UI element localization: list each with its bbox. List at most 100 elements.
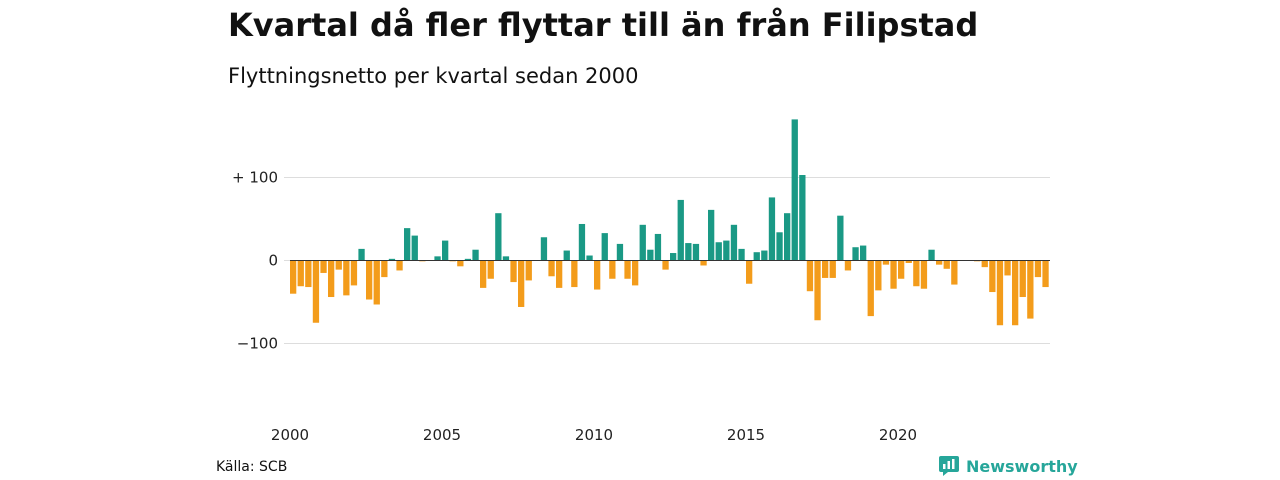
bar [487,260,494,279]
bar [723,240,730,261]
bar [335,260,342,270]
y-axis-ticks: + 100 0 −100 [232,169,278,353]
bar [540,237,548,261]
bar [525,260,532,281]
bar [404,228,411,261]
bar [297,260,304,287]
bar [594,260,601,290]
x-tick-label: 2000 [271,426,309,444]
y-tick-label: −100 [237,335,278,353]
bar [1019,260,1026,298]
bar [700,260,707,266]
bar [305,260,312,288]
bar [890,260,897,289]
brand-logo: Newsworthy [938,455,1078,477]
bar [996,260,1004,326]
bar [464,258,472,261]
bars [290,119,1050,326]
bar [829,260,836,278]
bar [578,223,586,261]
bar [1034,260,1042,278]
bar [746,260,753,284]
bar [381,260,388,278]
bar [366,260,373,300]
bar [373,260,380,305]
bar [799,175,806,261]
bar [312,260,320,323]
bar [1004,260,1011,276]
bar [852,247,859,261]
bar [989,260,996,293]
bar [290,260,297,294]
brand-name: Newsworthy [966,456,1078,476]
bar [1012,260,1019,326]
x-tick-label: 2020 [879,426,917,444]
bar [548,260,555,277]
bar [860,245,867,261]
bar [502,256,510,261]
bar [761,250,768,261]
bar [586,255,593,261]
y-tick-label: 0 [268,252,278,270]
bar [654,233,662,261]
chart-subtitle: Flyttningsnetto per kvartal sedan 2000 [228,64,639,88]
bar [343,260,350,296]
bar [472,249,479,261]
bar [806,260,814,292]
bar [677,199,684,261]
bar [670,253,677,261]
bar [882,260,890,265]
bar [708,209,715,261]
chart-title: Kvartal då fler flyttar till än från Fil… [228,6,979,44]
bar [571,260,578,288]
bar [609,260,616,279]
bar [791,119,798,261]
bar [616,243,624,261]
bar [639,224,646,261]
bar [518,260,525,307]
bar [844,260,852,271]
bar [624,260,631,279]
bar [1027,260,1034,319]
bar [784,213,791,261]
bar [495,213,502,261]
bar [411,235,418,261]
bar [328,260,335,298]
bar [480,260,487,288]
bar [632,260,639,286]
x-tick-label: 2015 [727,426,765,444]
bar [943,260,950,269]
bar [320,260,327,273]
bar [350,260,358,286]
bar [396,260,403,271]
bar [981,260,988,268]
bar [685,243,692,261]
bar [457,260,464,267]
bar [662,260,669,270]
bar [768,197,776,261]
bar [822,260,829,278]
x-tick-label: 2005 [423,426,461,444]
bar [442,240,449,261]
bar [875,260,882,291]
bar [563,250,570,261]
bar [928,249,935,261]
bar [388,258,396,261]
bar [936,260,943,265]
bar [898,260,905,279]
bar [905,260,912,263]
bar [920,260,928,289]
bar [358,248,365,261]
bar [776,232,783,261]
newsworthy-logo-icon [939,456,959,476]
x-axis-ticks: 2000 2005 2010 2015 2020 [271,426,917,444]
bar [715,242,722,261]
bar [601,233,608,261]
source-note: Källa: SCB [216,459,288,475]
y-tick-label: + 100 [232,169,278,187]
bar [867,260,874,317]
bar [647,249,654,261]
bar [814,260,821,321]
bar [1042,260,1049,288]
